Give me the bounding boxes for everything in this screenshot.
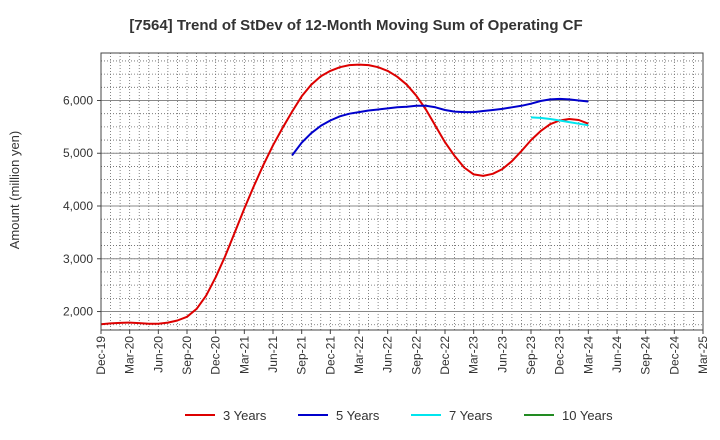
legend: 3 Years 5 Years 7 Years 10 Years xyxy=(185,408,613,423)
series-line-5-years xyxy=(291,97,589,157)
x-tick-label: Dec-21 xyxy=(323,336,337,375)
x-tick-label: Sep-23 xyxy=(524,336,538,375)
x-tick-label: Jun-24 xyxy=(610,336,624,373)
x-tick-label: Sep-24 xyxy=(639,336,653,375)
series-line-7-years xyxy=(530,116,589,127)
legend-label: 10 Years xyxy=(562,408,613,423)
y-tick-label: 2,000 xyxy=(63,305,93,319)
x-tick-label: Sep-20 xyxy=(180,336,194,375)
x-tick-label: Jun-22 xyxy=(381,336,395,373)
x-tick-label: Dec-20 xyxy=(209,336,223,375)
x-tick-label: Mar-24 xyxy=(581,336,595,374)
legend-label: 5 Years xyxy=(336,408,380,423)
legend-label: 3 Years xyxy=(223,408,267,423)
x-tick-label: Mar-23 xyxy=(467,336,481,374)
x-tick-label: Sep-21 xyxy=(295,336,309,375)
x-tick-label: Mar-21 xyxy=(237,336,251,374)
plot-area: 2,000 3,000 4,000 5,000 6,000 Dec-19 Mar-20 Jun… xyxy=(63,52,710,375)
y-axis-label: Amount (million yen) xyxy=(7,131,22,250)
y-tick-label: 4,000 xyxy=(63,199,93,213)
x-tick-label: Jun-23 xyxy=(495,336,509,373)
x-tick-label: Dec-24 xyxy=(667,336,681,375)
y-tick-label: 3,000 xyxy=(63,252,93,266)
legend-label: 7 Years xyxy=(449,408,493,423)
x-tick-label: Dec-23 xyxy=(553,336,567,375)
x-tick-label: Dec-22 xyxy=(438,336,452,375)
x-tick-label: Jun-21 xyxy=(266,336,280,373)
y-tick-label: 5,000 xyxy=(63,146,93,160)
x-tick-label: Mar-20 xyxy=(123,336,137,374)
x-tick-label: Sep-22 xyxy=(409,336,423,375)
y-tick-label: 6,000 xyxy=(63,93,93,107)
plot-frame xyxy=(100,52,704,331)
x-tick-label: Jun-20 xyxy=(151,336,165,373)
x-tick-label: Dec-19 xyxy=(94,336,108,375)
x-tick-label: Mar-25 xyxy=(696,336,710,374)
plot-background xyxy=(101,53,703,330)
series-line-3-years xyxy=(100,63,589,326)
x-tick-label: Mar-22 xyxy=(352,336,366,374)
chart-title: [7564] Trend of StDev of 12-Month Moving… xyxy=(129,17,582,34)
